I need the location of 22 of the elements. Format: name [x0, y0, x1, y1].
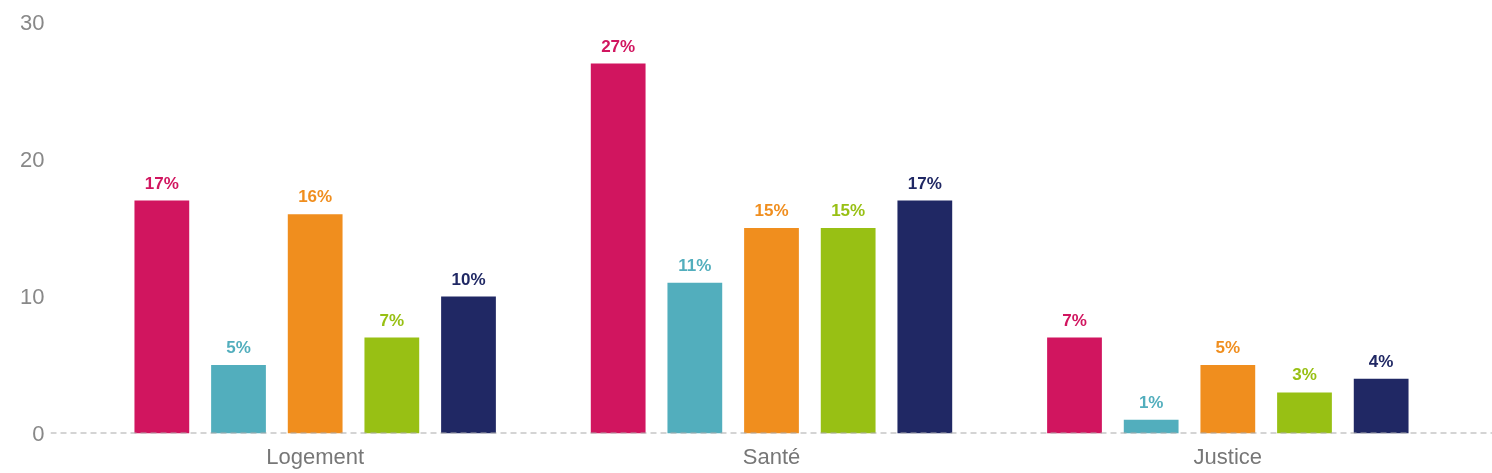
data-label: 1% [1138, 392, 1164, 412]
data-label: 5% [226, 338, 251, 357]
x-tick-label: Justice [1193, 443, 1263, 469]
data-label: 17% [907, 173, 942, 193]
y-tick-label: 10 [20, 284, 45, 309]
y-tick-label: 0 [32, 421, 45, 446]
data-label: 7% [379, 310, 405, 330]
data-label: 5% [1215, 338, 1241, 357]
data-label: 16% [298, 187, 333, 207]
data-label: 10% [451, 269, 486, 289]
data-label: 11% [678, 255, 712, 275]
data-label: 15% [754, 201, 789, 220]
data-label: 15% [831, 201, 866, 220]
data-label: 27% [601, 36, 636, 56]
data-label: 17% [144, 173, 179, 193]
x-tick-label: Logement [266, 443, 365, 469]
data-label: 3% [1292, 365, 1317, 385]
x-tick-label: Santé [742, 443, 801, 469]
y-tick-label: 30 [20, 10, 45, 35]
y-tick-label: 20 [20, 147, 45, 172]
data-label: 4% [1368, 351, 1394, 371]
data-label: 7% [1062, 310, 1087, 330]
